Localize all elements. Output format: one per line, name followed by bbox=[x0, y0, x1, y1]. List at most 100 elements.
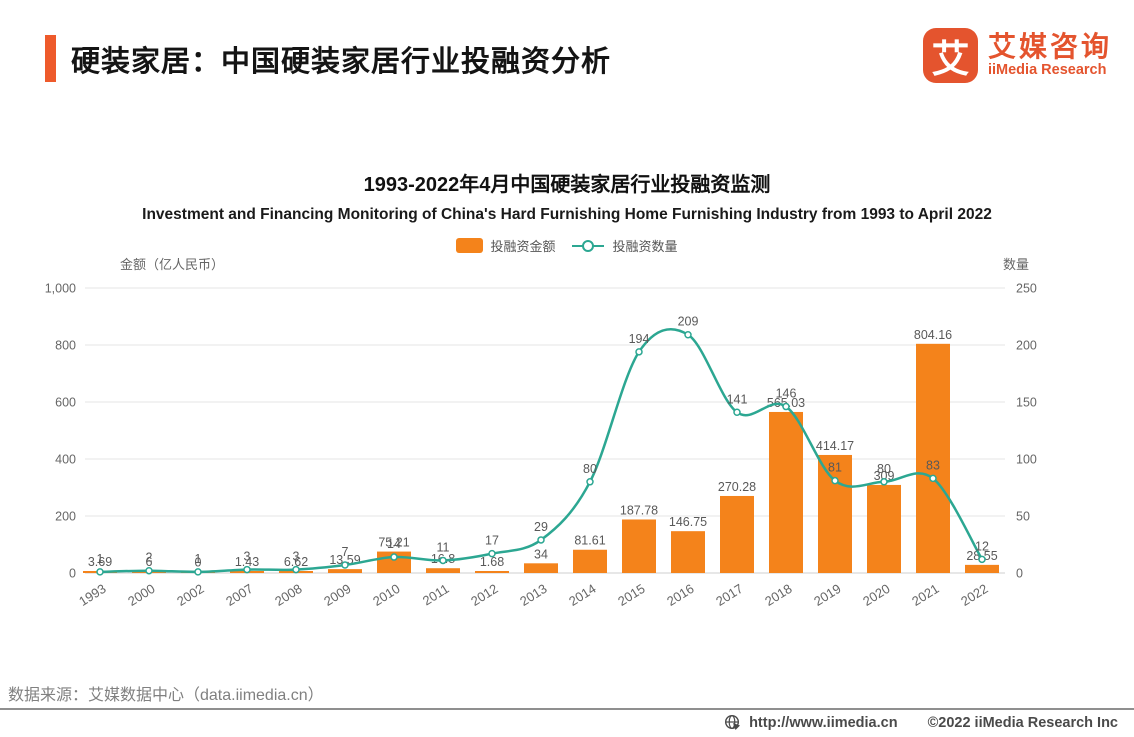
bar-2014 bbox=[573, 549, 607, 573]
iimedia-logo-text: 艾媒咨询 iiMedia Research bbox=[987, 31, 1112, 79]
footer-copyright: ©2022 iiMedia Research Inc bbox=[927, 714, 1118, 731]
chart-subtitle: Investment and Financing Monitoring of C… bbox=[142, 206, 992, 223]
left-axis-tick: 600 bbox=[55, 396, 76, 410]
bar-value-label: 34 bbox=[534, 547, 548, 561]
bar-2017 bbox=[720, 495, 754, 573]
footer-divider bbox=[0, 708, 1134, 710]
right-axis-tick: 0 bbox=[1016, 567, 1023, 581]
x-axis-label: 2002 bbox=[174, 581, 206, 609]
x-axis-label: 2009 bbox=[321, 581, 353, 609]
page-title: 硬装家居：中国硬装家居行业投融资分析 bbox=[71, 45, 612, 78]
line-point-2012 bbox=[488, 549, 496, 558]
legend-count-label: 投融资数量 bbox=[612, 239, 678, 254]
bar-value-label: 309 bbox=[874, 469, 895, 483]
left-axis-tick: 1,000 bbox=[45, 282, 76, 296]
line-point-2015 bbox=[635, 348, 643, 356]
bar-2022 bbox=[965, 564, 999, 573]
x-axis-label: 2020 bbox=[860, 581, 892, 609]
line-value-label: 12 bbox=[975, 539, 989, 553]
x-axis-label: 2000 bbox=[125, 581, 157, 609]
line-value-label: 1 bbox=[97, 552, 104, 566]
x-axis-label: 2016 bbox=[664, 581, 696, 609]
bar-2011 bbox=[426, 568, 460, 573]
line-point-2022 bbox=[978, 555, 986, 564]
line-point-2002 bbox=[194, 568, 202, 576]
line-value-label: 14 bbox=[387, 537, 401, 551]
line-value-label: 1 bbox=[195, 552, 202, 566]
bar-2019 bbox=[818, 454, 852, 573]
line-value-label: 11 bbox=[437, 540, 450, 554]
bar-value-label: 1.43 bbox=[235, 555, 259, 569]
left-axis-tick: 0 bbox=[69, 567, 76, 581]
left-axis-tick: 800 bbox=[55, 339, 76, 353]
line-point-2011 bbox=[439, 556, 447, 565]
line-point-2013 bbox=[537, 536, 545, 544]
x-axis-label: 2021 bbox=[909, 581, 941, 609]
logo-name-cn: 艾媒咨询 bbox=[987, 31, 1112, 63]
x-axis-label: 2022 bbox=[958, 581, 990, 609]
x-axis-label: 2011 bbox=[420, 581, 452, 609]
bar-value-label: 1.68 bbox=[480, 555, 504, 569]
x-axis-label: 2008 bbox=[272, 581, 304, 609]
chart-legend: 投融资金额 投融资数量 bbox=[0, 236, 1134, 255]
line-value-label: 17 bbox=[485, 534, 499, 548]
line-value-label: 7 bbox=[342, 545, 349, 559]
line-value-label: 146 bbox=[776, 387, 797, 401]
x-axis-label: 2015 bbox=[615, 581, 647, 609]
line-point-2007 bbox=[243, 565, 251, 574]
right-axis-tick: 100 bbox=[1016, 453, 1037, 467]
page-header: 硬装家居：中国硬装家居行业投融资分析 bbox=[45, 35, 611, 82]
bar-value-label: 270.28 bbox=[718, 480, 756, 494]
x-axis-label: 2013 bbox=[517, 581, 549, 609]
bar-value-label: 0 bbox=[195, 556, 202, 570]
x-axis-label: 2012 bbox=[468, 581, 500, 609]
x-axis-label: 2019 bbox=[811, 581, 843, 609]
bar-swatch-icon bbox=[456, 238, 484, 253]
bar-value-label: 3.69 bbox=[88, 555, 112, 569]
line-value-label: 3 bbox=[293, 550, 300, 564]
legend-item-amount: 投融资金额 bbox=[456, 236, 556, 255]
chart-title: 1993-2022年4月中国硬装家居行业投融资监测 bbox=[363, 174, 771, 196]
x-axis-label: 2007 bbox=[223, 581, 255, 609]
bar-2016 bbox=[671, 531, 705, 573]
line-value-label: 83 bbox=[926, 458, 940, 472]
accent-bar bbox=[45, 35, 56, 82]
line-value-label: 2 bbox=[146, 551, 153, 565]
bar-value-label: 6.62 bbox=[284, 555, 308, 569]
line-point-1993 bbox=[96, 568, 104, 576]
bar-value-label: 146.75 bbox=[669, 515, 707, 529]
line-value-label: 194 bbox=[629, 332, 650, 346]
right-axis-tick: 250 bbox=[1016, 282, 1037, 296]
line-point-2016 bbox=[684, 330, 692, 339]
x-axis-label: 1993 bbox=[76, 581, 108, 609]
line-value-label: 29 bbox=[534, 520, 548, 534]
x-axis-label: 2010 bbox=[370, 581, 402, 609]
bar-2020 bbox=[867, 484, 901, 573]
bar-2018 bbox=[769, 411, 803, 573]
line-value-label: 209 bbox=[678, 315, 699, 329]
bar-2009 bbox=[328, 569, 362, 573]
line-value-label: 80 bbox=[877, 462, 891, 476]
line-value-label: 80 bbox=[583, 462, 597, 476]
line-marker-icon bbox=[571, 239, 604, 252]
x-axis-label: 2017 bbox=[713, 581, 745, 609]
x-axis-label: 2018 bbox=[762, 581, 794, 609]
logo-name-en: iiMedia Research bbox=[987, 61, 1107, 78]
line-value-label: 81 bbox=[828, 461, 842, 475]
bar-value-label: 6 bbox=[146, 555, 153, 569]
legend-amount-label: 投融资金额 bbox=[490, 239, 556, 254]
line-point-2008 bbox=[292, 565, 300, 574]
data-source: 数据来源：艾媒数据中心（data.iimedia.cn） bbox=[8, 687, 324, 704]
iimedia-logo: 艾 艾媒咨询 iiMedia Research bbox=[922, 28, 1112, 83]
legend-item-count: 投融资数量 bbox=[570, 236, 678, 255]
right-axis-tick: 50 bbox=[1016, 510, 1030, 524]
line-point-2000 bbox=[145, 566, 153, 575]
page-footer: http://www.iimedia.cn ©2022 iiMedia Rese… bbox=[724, 714, 1118, 731]
bar-2013 bbox=[524, 563, 558, 573]
right-axis-title: 数量 bbox=[1003, 257, 1029, 272]
bar-value-label: 187.78 bbox=[620, 503, 658, 517]
line-point-2020 bbox=[880, 478, 888, 486]
right-axis-tick: 200 bbox=[1016, 339, 1037, 353]
line-point-2019 bbox=[831, 476, 839, 485]
